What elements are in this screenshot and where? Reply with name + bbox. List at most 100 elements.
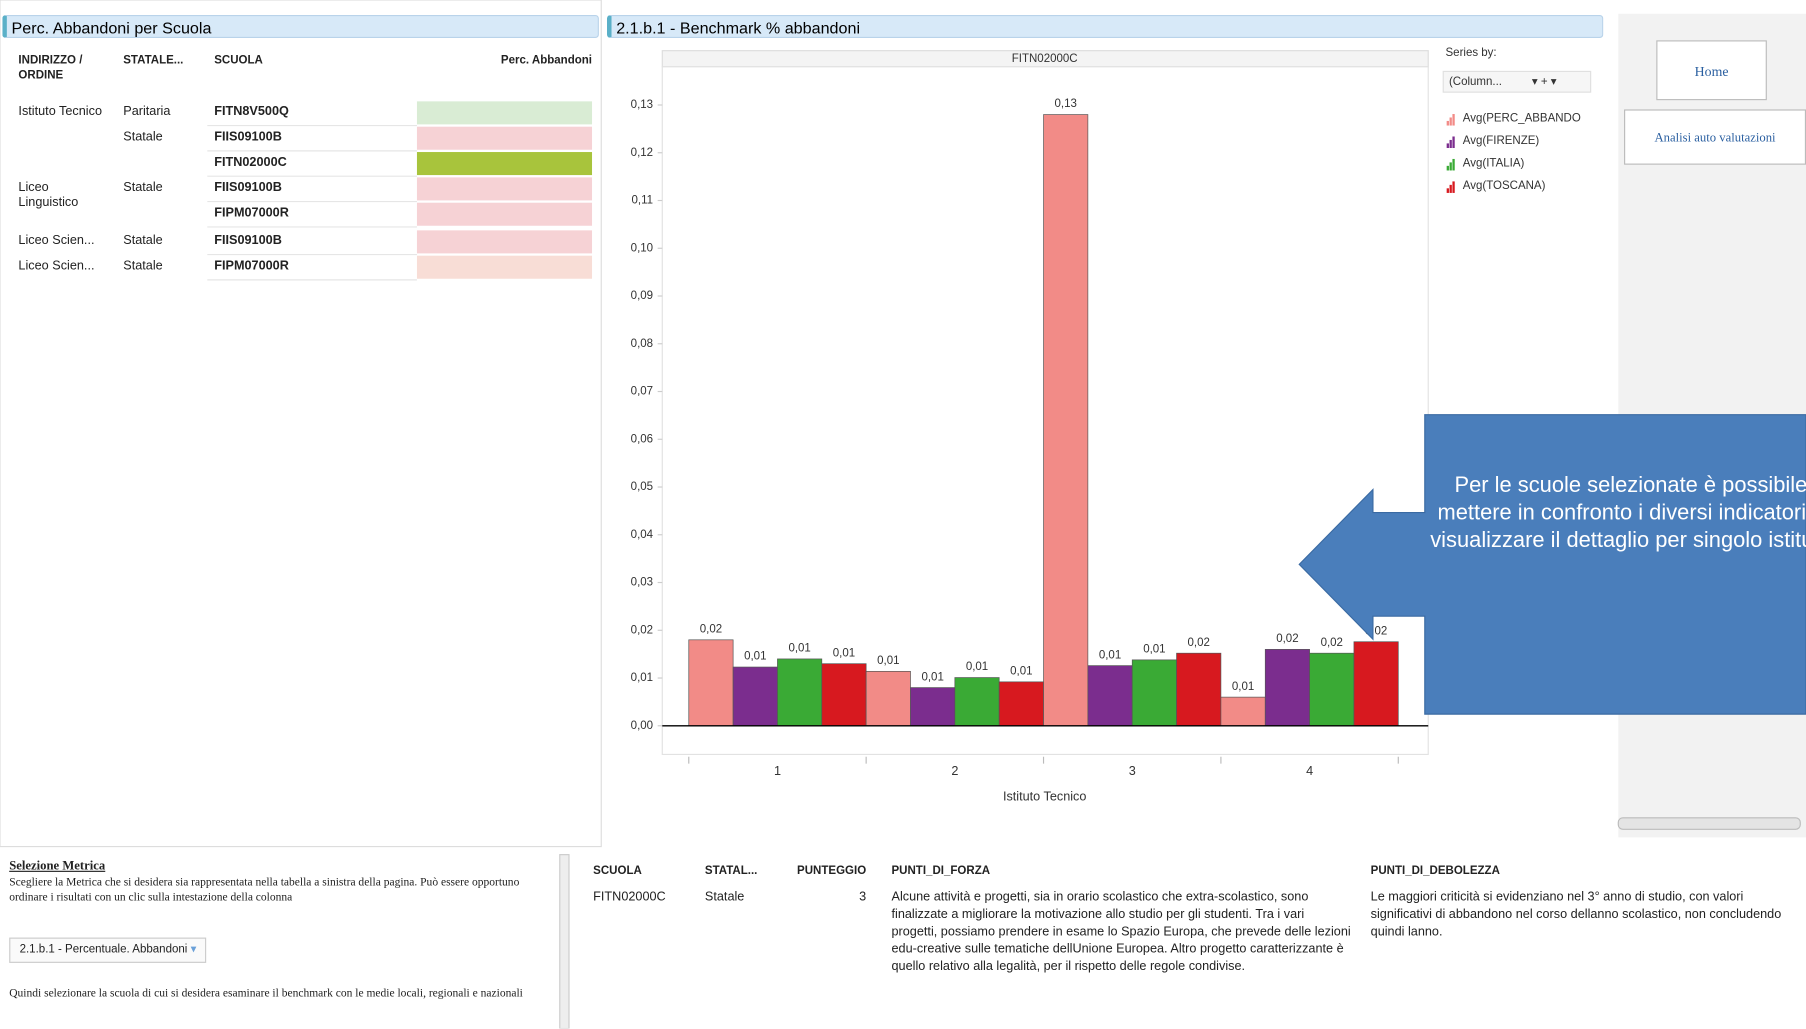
detail-header: PUNTI_DI_DEBOLEZZA: [1370, 865, 1500, 878]
bar-label: 0,02: [700, 624, 722, 636]
legend-label: Avg(TOSCANA): [1463, 180, 1546, 192]
bar: [1087, 665, 1133, 727]
cell-scuola: FIPM07000R: [214, 259, 289, 273]
home-button[interactable]: Home: [1656, 40, 1767, 101]
perc-cell: [416, 101, 593, 125]
bar-label: 0,02: [1321, 637, 1343, 649]
bar-label: 0,01: [921, 671, 943, 683]
legend-selector[interactable]: (Column...: [1449, 76, 1502, 88]
bar: [1176, 652, 1222, 727]
perc-cell: [416, 230, 593, 254]
bar-label: 0,01: [744, 651, 766, 663]
bar: [1131, 659, 1177, 727]
callout-text: Per le scuole selezionate è possibile me…: [1428, 472, 1806, 555]
scrollbar: [559, 854, 570, 1029]
bar: [1220, 696, 1266, 727]
legend-swatch: [1452, 181, 1455, 193]
y-tick-label: 0,05: [631, 481, 653, 493]
bar: [1264, 649, 1310, 727]
perc-cell: [416, 126, 593, 150]
cell-scuola: FIIS09100B: [214, 233, 282, 248]
perc-cell: [416, 177, 593, 201]
panel-label: FITN02000C: [1012, 53, 1078, 65]
detail-cell: FITN02000C: [593, 890, 666, 905]
bar: [688, 639, 734, 727]
detail-cell: 3: [859, 890, 867, 905]
metric-text2: Quindi selezionare la scuola di cui si d…: [9, 987, 523, 1000]
cell-scuola: FIIS09100B: [214, 130, 282, 144]
cell-statale: Statale: [123, 130, 163, 144]
y-tick-label: 0,12: [631, 147, 653, 159]
bar-label: 0,01: [1010, 666, 1032, 678]
cell-scuola: FITN02000C: [214, 155, 287, 170]
detail-header: SCUOLA: [593, 865, 642, 878]
y-tick-label: 0,02: [631, 624, 653, 636]
legend-label: Avg(ITALIA): [1463, 158, 1525, 170]
legend-selector-box[interactable]: [1442, 70, 1592, 93]
detail-cell: Le maggiori criticità si evidenziano nel…: [1370, 890, 1782, 939]
bar-label: 0,02: [1276, 633, 1298, 645]
y-tick-label: 0,13: [631, 99, 653, 111]
analisi-button[interactable]: Analisi auto valutazioni: [1624, 109, 1806, 165]
detail-header: STATAL...: [704, 865, 758, 878]
dropdown-caret[interactable]: ▾: [190, 943, 197, 956]
x-tick-label: 1: [774, 764, 781, 778]
y-tick-label: 0,03: [631, 577, 653, 589]
y-tick-label: 0,11: [632, 195, 654, 207]
bar-label: 0,01: [788, 643, 810, 655]
bar: [1043, 114, 1089, 727]
y-tick-label: 0,04: [631, 529, 654, 541]
detail-cell: Statale: [704, 890, 745, 905]
cell-statale: Statale: [123, 233, 163, 248]
y-tick-label: 0,06: [631, 433, 653, 445]
y-tick-label: 0,09: [631, 290, 653, 302]
dropdown-label[interactable]: 2.1.b.1 - Percentuale. Abbandoni: [19, 943, 188, 956]
cell-indirizzo: Liceo Scien...: [18, 233, 95, 248]
table-header: SCUOLA: [214, 54, 263, 67]
metric-dropdown[interactable]: 2.1.b.1 - Percentuale. Abbandoni ▾: [9, 937, 207, 963]
y-tick-label: 0,01: [631, 672, 653, 684]
legend-swatch: [1449, 117, 1452, 126]
bar-label: 0,13: [1055, 98, 1077, 110]
bar: [821, 663, 867, 727]
selector-controls[interactable]: ▾ + ▾: [1532, 76, 1557, 88]
callout-body: Per le scuole selezionate è possibile me…: [1430, 473, 1806, 553]
panel-title: Perc. Abbandoni per Scuola: [2, 14, 599, 39]
legend-swatch: [1452, 158, 1455, 171]
detail-header: PUNTI_DI_FORZA: [891, 865, 991, 878]
x-axis-label: Istituto Tecnico: [1003, 789, 1086, 803]
table-header: INDIRIZZO / ORDINE: [18, 54, 83, 82]
legend-title: Series by:: [1446, 47, 1497, 59]
bar-label: 0,01: [1099, 649, 1121, 661]
legend-swatch: [1449, 139, 1452, 149]
bar: [1309, 652, 1355, 727]
cell-indirizzo: Istituto Tecnico: [18, 104, 103, 119]
y-tick-label: 0,08: [631, 338, 653, 350]
y-tick-label: 0,00: [631, 720, 653, 732]
perc-cell: [416, 202, 593, 226]
legend-swatch: [1449, 184, 1452, 193]
cell-indirizzo: Liceo Linguistico: [18, 180, 79, 210]
bar-label: 0,01: [833, 647, 855, 659]
cell-statale: Statale: [123, 259, 163, 273]
legend-swatch: [1449, 162, 1452, 171]
table-header: Perc. Abbandoni: [500, 54, 593, 67]
callout-arrow: [1298, 414, 1806, 715]
x-tick-label: 2: [951, 764, 958, 778]
perc-cell: [416, 255, 593, 279]
bar-label: 0,01: [877, 655, 899, 667]
bar: [777, 658, 823, 727]
legend-swatch: [1446, 120, 1449, 126]
bar-label: 0,01: [1232, 681, 1254, 693]
bar: [865, 670, 911, 727]
bar: [954, 677, 1000, 727]
legend-swatch: [1446, 165, 1449, 171]
x-tick-label: 3: [1129, 764, 1136, 778]
table-header: STATALE...: [123, 54, 184, 67]
scrollbar: [1617, 817, 1801, 830]
cell-statale: Statale: [123, 180, 163, 195]
cell-indirizzo: Liceo Scien...: [18, 259, 95, 273]
detail-header: PUNTEGGIO: [797, 865, 867, 878]
cell-scuola: FIIS09100B: [214, 180, 282, 195]
